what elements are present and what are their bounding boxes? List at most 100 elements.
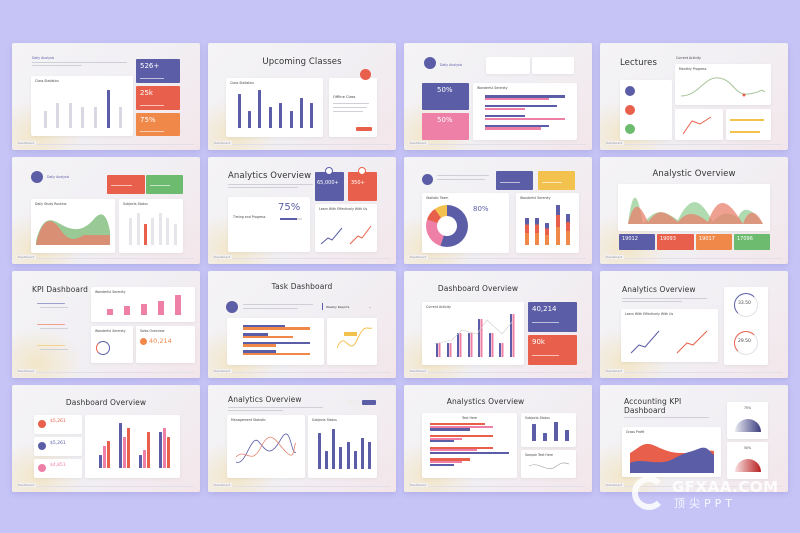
bar <box>243 324 285 328</box>
bar-chart <box>432 314 516 357</box>
timing-progress-card: Timing and Progress 75% <box>228 197 310 252</box>
bar-chart <box>234 90 317 128</box>
slide-caption: Daily Analysis <box>47 175 70 179</box>
weekly-reports-dropdown[interactable]: Weekly Reports ⌄ <box>322 303 374 310</box>
bar <box>173 223 177 245</box>
bar-chart <box>101 295 187 315</box>
kpi-card <box>107 175 145 194</box>
slide-upcoming-classes[interactable]: Upcoming Classes Class Statistics Offlin… <box>208 43 396 150</box>
slide-analytics-overview-3[interactable]: Analytics Overview Management Statistic … <box>208 385 396 492</box>
slide-analytics-overview-2[interactable]: Analytics Overview Learn With Effectivel… <box>600 271 788 378</box>
footer-label: Dashboard <box>214 483 233 487</box>
bar-group <box>99 441 111 468</box>
slide-daily-analysis-2[interactable]: Daily Analysis 50% 50% Wonderful Serenit… <box>404 43 592 150</box>
bar <box>430 440 454 443</box>
line-chart-card <box>327 318 377 365</box>
bar <box>532 424 537 441</box>
watermark-subtext: 顶尖PPT <box>674 497 736 510</box>
offline-class-card: Offline Class <box>329 78 377 137</box>
bar <box>119 423 123 468</box>
slide-title: Accounting KPI Dashboard <box>624 397 682 415</box>
footer-label: Dashboard <box>606 369 625 373</box>
kpi-value: 17096 <box>737 236 753 242</box>
chart-title: Learn With Effectively With Us <box>319 207 368 211</box>
bar <box>142 450 146 468</box>
footer-label: Dashboard <box>18 141 37 145</box>
bar <box>138 454 142 468</box>
card-title: Wonderful Serenity <box>95 329 126 333</box>
bar-row <box>485 124 565 130</box>
slide-lectures[interactable]: Lectures Current Activity Monthly Progre… <box>600 43 788 150</box>
statistic-team-card: Statistic Team 80% <box>422 193 509 253</box>
subjects-status-card: Subjects Status <box>521 413 576 447</box>
bar-chart <box>39 90 127 128</box>
clipboard-icon <box>226 301 238 313</box>
gauge-card: 50% <box>727 442 768 479</box>
slide-analytics-overview[interactable]: Analytics Overview 65,000+ 350+ Timing a… <box>208 157 396 264</box>
bar-row <box>485 114 565 121</box>
bar <box>430 428 470 431</box>
bar-row <box>485 105 565 111</box>
footer-label: Dashboard <box>606 255 625 259</box>
bar <box>162 427 166 468</box>
gauge-card: 75% <box>727 402 768 439</box>
slide-analystic-overview[interactable]: Analystic Overview 19012 19093 19017 170… <box>600 157 788 264</box>
slide-task-dashboard[interactable]: Task Dashboard Weekly Reports ⌄ Dashboard <box>208 271 396 378</box>
class-statistics-card: Class Statistics <box>226 78 323 137</box>
slide-daily-analysis[interactable]: Daily Analysis Class Statistics 526+ 25k… <box>12 43 200 150</box>
line-charts <box>320 225 372 245</box>
toggle-option[interactable] <box>347 400 359 405</box>
bar <box>299 98 303 128</box>
slide-title: Analytics Overview <box>228 395 302 404</box>
footer-label: Dashboard <box>410 369 429 373</box>
kpi-card: 90k <box>528 335 577 365</box>
gauge-label: 75% <box>744 406 752 410</box>
bar <box>81 106 85 128</box>
kpi-value: 19012 <box>622 236 638 242</box>
chart-title: Class Statistics <box>35 79 59 83</box>
bar <box>248 111 252 128</box>
bar <box>367 442 371 469</box>
kpi-card: 19012 <box>619 234 655 250</box>
bar <box>237 94 241 128</box>
bar <box>325 451 329 469</box>
lecture-list-card <box>620 80 672 140</box>
bar <box>332 429 336 469</box>
slide-statistic-team[interactable]: Statistic Team 80% Wonderful Serenity Da… <box>404 157 592 264</box>
line-chart <box>336 327 373 349</box>
read-more-button[interactable] <box>356 127 372 131</box>
footer-label: Dashboard <box>214 255 233 259</box>
bar <box>243 341 310 345</box>
bar <box>535 218 540 245</box>
toggle-option-active[interactable] <box>362 400 376 405</box>
bar-row <box>430 458 509 466</box>
location-icon <box>625 105 635 115</box>
slide-title: KPI Dashboard <box>32 285 89 294</box>
slide-title: Dashboard Overview <box>437 284 519 293</box>
bar <box>553 422 558 441</box>
slide-dashboard-overview[interactable]: Dashboard Overview Current Activity 40,2… <box>404 271 592 378</box>
area-chart <box>628 197 763 224</box>
slide-title: Analystics Overview <box>446 397 525 406</box>
gauge-value: 29.50 <box>738 339 751 344</box>
kpi-card <box>496 171 533 190</box>
horizontal-bar-chart <box>243 323 314 357</box>
kpi-card <box>538 171 575 190</box>
grouped-bar-chart <box>95 423 174 468</box>
chart-title: Class Statistics <box>230 81 254 85</box>
kpi-value: 90k <box>532 338 545 346</box>
slide-analystics-overview[interactable]: Analystics Overview Text Here Subjects S… <box>404 385 592 492</box>
slide-dashboard-overview-2[interactable]: Dashboard Overview $5,261 $5,261 $4,851 … <box>12 385 200 492</box>
money-icon <box>38 442 46 450</box>
bar-chart <box>529 422 572 441</box>
chart-title: Statistic Team <box>426 196 449 200</box>
slide-accounting-kpi-dashboard[interactable]: Accounting KPI Dashboard Gross Profit 75… <box>600 385 788 492</box>
money-icon <box>38 420 46 428</box>
donut-chart <box>426 205 468 247</box>
kpi-card: 40,214 <box>528 302 577 332</box>
slide-title: Dashboard Overview <box>65 398 147 407</box>
wonderful-serenity-card: Wonderful Serenity <box>516 193 579 253</box>
line-chart <box>235 433 297 463</box>
slide-kpi-dashboard[interactable]: KPI Dashboard Wonderful Serenity Wonderf… <box>12 271 200 378</box>
slide-daily-analysis-3[interactable]: Daily Analysis Daily Study Routine Subje… <box>12 157 200 264</box>
